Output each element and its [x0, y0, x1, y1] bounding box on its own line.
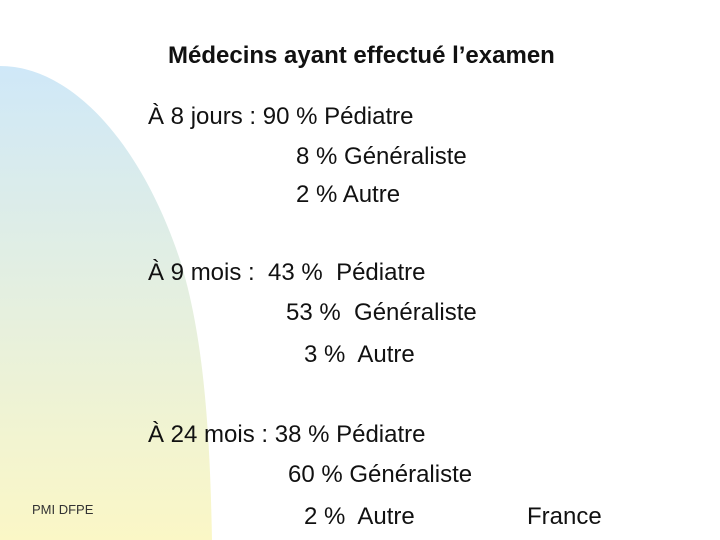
block-24-mois-line-2: 60 % Généraliste — [288, 461, 473, 488]
block-9-mois-line-3: 3 % Autre — [304, 341, 415, 368]
block-8-jours-line-2: 8 % Généraliste — [296, 143, 467, 170]
block-8-jours-line-3: 2 % Autre — [296, 181, 401, 208]
block-9-mois-line-1: À 9 mois : 43 % Pédiatre — [148, 259, 426, 286]
block-9-mois-line-2: 53 % Généraliste — [286, 299, 477, 326]
block-24-mois-line-3: 2 % Autre — [304, 503, 415, 530]
country-label: France — [527, 503, 602, 530]
gradient-curve-shape — [0, 66, 212, 540]
block-8-jours-line-1: À 8 jours : 90 % Pédiatre — [148, 103, 414, 130]
slide-title: Médecins ayant effectué l’examen — [168, 42, 555, 69]
block-24-mois-line-1: À 24 mois : 38 % Pédiatre — [148, 421, 426, 448]
footer-label: PMI DFPE — [32, 502, 94, 517]
